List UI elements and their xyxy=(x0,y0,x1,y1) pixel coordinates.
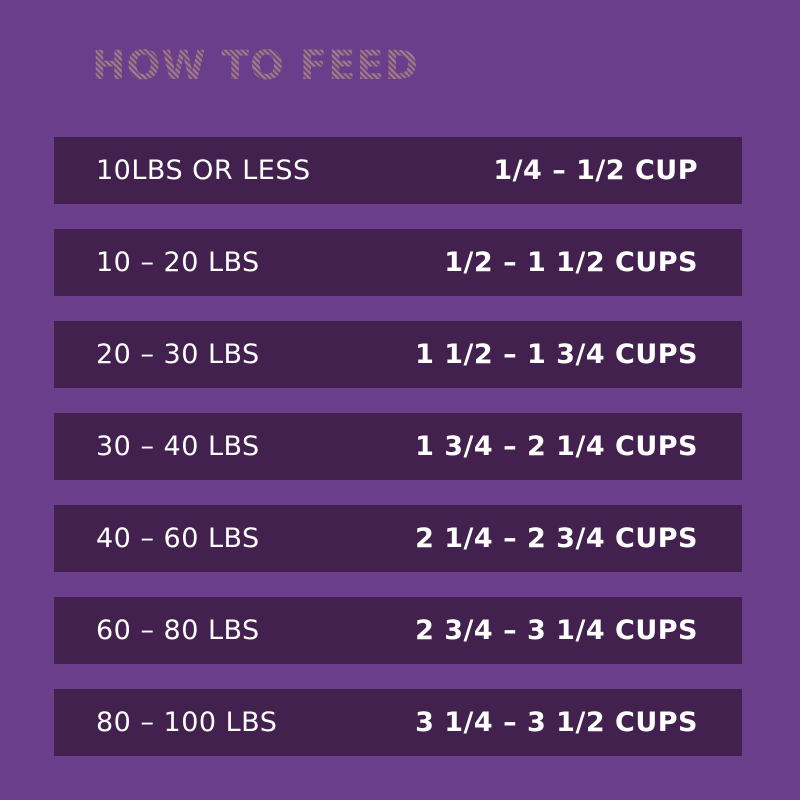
feed-amount: 2 3/4 – 3 1/4 CUPS xyxy=(415,615,698,646)
feeding-table: 10LBS OR LESS 1/4 – 1/2 CUP 10 – 20 LBS … xyxy=(54,137,742,756)
weight-range: 30 – 40 LBS xyxy=(96,431,260,462)
feed-amount: 1/4 – 1/2 CUP xyxy=(493,155,698,186)
table-row: 40 – 60 LBS 2 1/4 – 2 3/4 CUPS xyxy=(54,505,742,572)
weight-range: 10 – 20 LBS xyxy=(96,247,260,278)
weight-range: 40 – 60 LBS xyxy=(96,523,260,554)
weight-range: 80 – 100 LBS xyxy=(96,707,278,738)
feed-amount: 3 1/4 – 3 1/2 CUPS xyxy=(415,707,698,738)
table-row: 60 – 80 LBS 2 3/4 – 3 1/4 CUPS xyxy=(54,597,742,664)
table-row: 20 – 30 LBS 1 1/2 – 1 3/4 CUPS xyxy=(54,321,742,388)
feed-amount: 1/2 – 1 1/2 CUPS xyxy=(444,247,698,278)
page-title: HOW TO FEED xyxy=(92,38,419,94)
table-row: 10 – 20 LBS 1/2 – 1 1/2 CUPS xyxy=(54,229,742,296)
feed-amount: 1 1/2 – 1 3/4 CUPS xyxy=(415,339,698,370)
feed-amount: 1 3/4 – 2 1/4 CUPS xyxy=(415,431,698,462)
weight-range: 60 – 80 LBS xyxy=(96,615,260,646)
table-row: 30 – 40 LBS 1 3/4 – 2 1/4 CUPS xyxy=(54,413,742,480)
table-row: 10LBS OR LESS 1/4 – 1/2 CUP xyxy=(54,137,742,204)
weight-range: 20 – 30 LBS xyxy=(96,339,260,370)
weight-range: 10LBS OR LESS xyxy=(96,155,311,186)
table-row: 80 – 100 LBS 3 1/4 – 3 1/2 CUPS xyxy=(54,689,742,756)
feed-amount: 2 1/4 – 2 3/4 CUPS xyxy=(415,523,698,554)
